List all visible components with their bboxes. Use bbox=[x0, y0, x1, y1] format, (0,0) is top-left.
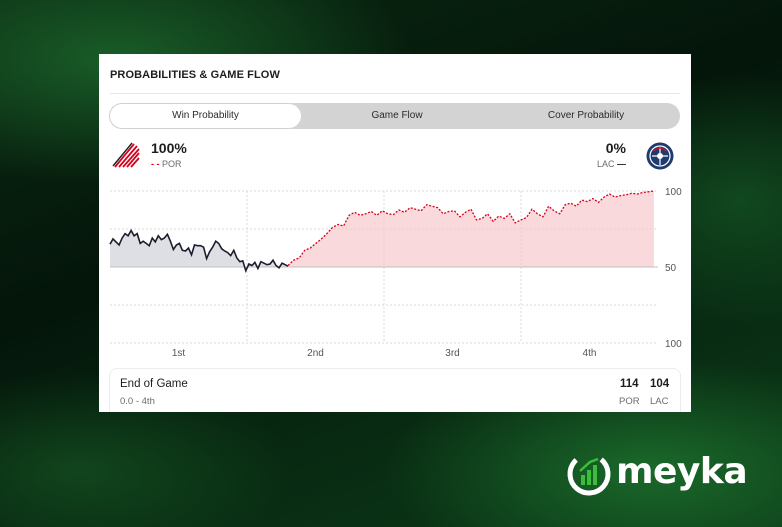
lac-line bbox=[109, 228, 289, 274]
tab-win-probability[interactable]: Win Probability bbox=[109, 103, 302, 129]
home-legend-line: - - bbox=[151, 159, 160, 169]
por-area bbox=[288, 191, 654, 267]
x-tick-label: 4th bbox=[583, 348, 597, 359]
win-probability-chart: 100 50 100 1st 2nd 3rd 4th bbox=[109, 187, 682, 359]
x-tick-label: 2nd bbox=[307, 348, 324, 359]
home-score: 114 bbox=[620, 378, 639, 390]
home-win-pct: 100% bbox=[151, 140, 187, 156]
home-score-label: POR bbox=[619, 396, 640, 407]
x-axis-labels: 1st 2nd 3rd 4th bbox=[172, 348, 597, 359]
away-score: 104 bbox=[650, 378, 670, 390]
lac-area bbox=[110, 230, 289, 271]
tab-game-flow[interactable]: Game Flow bbox=[371, 110, 423, 121]
meyka-logo-icon bbox=[567, 452, 611, 496]
tab-bar: Win Probability Game Flow Cover Probabil… bbox=[109, 103, 680, 129]
x-tick-label: 3rd bbox=[445, 348, 459, 359]
brand-name: meyka bbox=[616, 451, 748, 492]
y-axis-labels: 100 50 100 bbox=[665, 187, 682, 350]
away-legend-line: — bbox=[617, 159, 626, 169]
y-tick-label: 100 bbox=[665, 339, 682, 350]
y-tick-label: 100 bbox=[665, 187, 682, 198]
home-legend: - - POR bbox=[151, 159, 182, 169]
card-title: PROBABILITIES & GAME FLOW bbox=[110, 69, 280, 81]
game-status-detail: 0.0 - 4th bbox=[120, 396, 155, 407]
away-abbr: LAC bbox=[596, 159, 615, 169]
away-team-summary: 0% LAC — bbox=[589, 140, 679, 172]
clippers-logo-icon bbox=[646, 142, 674, 170]
y-tick-label: 50 bbox=[665, 263, 677, 274]
away-score-label: LAC bbox=[650, 396, 669, 407]
por-line bbox=[287, 190, 654, 266]
probabilities-card: PROBABILITIES & GAME FLOW Win Probabilit… bbox=[99, 54, 691, 412]
away-win-pct: 0% bbox=[605, 140, 626, 156]
home-abbr: POR bbox=[162, 159, 182, 169]
x-tick-label: 1st bbox=[172, 348, 186, 359]
away-legend: LAC — bbox=[597, 159, 626, 169]
game-status: End of Game bbox=[120, 378, 188, 390]
tab-cover-probability[interactable]: Cover Probability bbox=[547, 110, 625, 121]
title-divider bbox=[110, 93, 680, 94]
game-status-footer[interactable]: End of Game 0.0 - 4th 114 104 POR LAC bbox=[109, 368, 681, 412]
trail-blazers-logo-icon bbox=[112, 142, 140, 168]
